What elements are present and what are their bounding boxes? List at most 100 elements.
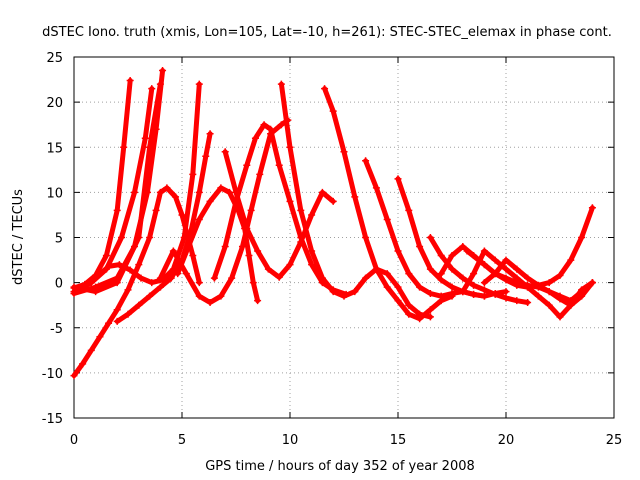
data-point <box>480 286 488 294</box>
data-point <box>232 188 240 196</box>
data-point <box>247 206 255 214</box>
data-point <box>480 292 488 300</box>
data-point <box>221 148 229 156</box>
data-point <box>426 306 434 314</box>
data-point <box>426 265 434 273</box>
data-point <box>210 274 218 282</box>
data-point <box>362 234 370 241</box>
data-point <box>189 170 197 178</box>
series-12 <box>277 80 434 321</box>
data-point <box>567 256 575 264</box>
data-point <box>578 234 586 241</box>
data-point <box>70 283 78 291</box>
data-point <box>513 279 521 287</box>
data-point <box>264 265 272 273</box>
data-point <box>372 265 380 273</box>
data-point <box>362 274 370 282</box>
data-point <box>308 247 316 255</box>
data-point <box>351 193 359 201</box>
data-point <box>556 313 564 321</box>
data-point <box>163 184 171 192</box>
y-tick-label: 20 <box>46 96 63 111</box>
data-point <box>416 283 424 291</box>
y-tick-label: 0 <box>55 277 63 292</box>
data-point <box>502 256 510 264</box>
data-point <box>308 211 316 219</box>
data-point <box>329 288 337 296</box>
data-point <box>372 184 380 192</box>
data-point <box>135 234 143 241</box>
data-point <box>243 161 251 169</box>
data-point <box>167 274 175 282</box>
data-point <box>383 283 391 291</box>
data-point <box>362 157 370 165</box>
data-point <box>405 206 413 214</box>
data-point <box>120 143 128 151</box>
data-point <box>195 292 203 300</box>
data-point <box>79 360 87 368</box>
data-point <box>578 292 586 300</box>
data-point <box>491 290 499 298</box>
x-tick-label: 25 <box>606 433 623 448</box>
data-point <box>463 247 471 255</box>
data-point <box>405 270 413 278</box>
series-trace <box>427 235 531 305</box>
data-point <box>126 76 134 84</box>
data-point <box>321 85 329 93</box>
data-point <box>502 288 510 296</box>
y-tick-label: 10 <box>46 186 63 201</box>
data-point <box>416 315 424 323</box>
data-point <box>254 247 262 255</box>
data-point <box>277 80 285 88</box>
data-point <box>221 243 229 251</box>
data-point <box>184 243 192 251</box>
data-point <box>195 279 203 287</box>
data-point <box>249 279 257 287</box>
data-point <box>470 290 478 298</box>
data-point <box>113 317 121 325</box>
data-point <box>340 292 348 300</box>
data-point <box>297 238 305 246</box>
data-point <box>470 270 478 278</box>
data-point <box>113 206 121 214</box>
data-point <box>238 243 246 251</box>
data-point <box>318 188 326 196</box>
data-point <box>502 294 510 302</box>
data-point <box>130 188 138 196</box>
data-point <box>159 67 167 75</box>
data-point <box>437 270 445 278</box>
data-point <box>513 265 521 273</box>
data-point <box>275 273 283 281</box>
data-point <box>189 252 197 260</box>
series-20 <box>426 234 532 306</box>
chart-title: dSTEC Iono. truth (xmis, Lon=105, Lat=-1… <box>42 25 612 40</box>
y-tick-label: -10 <box>42 367 63 382</box>
data-point <box>318 274 326 282</box>
data-point <box>105 262 113 270</box>
data-point <box>254 297 262 305</box>
data-point <box>448 265 456 273</box>
data-point <box>137 274 145 282</box>
data-point <box>148 85 156 93</box>
y-tick-label: 25 <box>46 51 63 66</box>
data-point <box>275 161 283 169</box>
data-point <box>394 283 402 291</box>
data-point <box>470 281 478 289</box>
data-point <box>459 288 467 296</box>
data-point <box>286 261 294 269</box>
data-point <box>195 215 203 223</box>
data-point <box>416 243 424 251</box>
series-6 <box>92 80 203 287</box>
data-point <box>182 270 190 278</box>
data-point <box>567 301 575 309</box>
data-point <box>135 261 143 269</box>
data-point <box>448 252 456 260</box>
data-point <box>394 297 402 305</box>
data-point <box>174 270 182 278</box>
data-point <box>426 289 434 297</box>
data-point <box>513 297 521 305</box>
series-trace <box>71 81 163 295</box>
data-point <box>226 188 234 196</box>
tick-labels: 0 5 10 15 20 25 -15 -10 -5 0 5 10 15 20 25 <box>42 51 623 448</box>
data-point <box>286 143 294 151</box>
